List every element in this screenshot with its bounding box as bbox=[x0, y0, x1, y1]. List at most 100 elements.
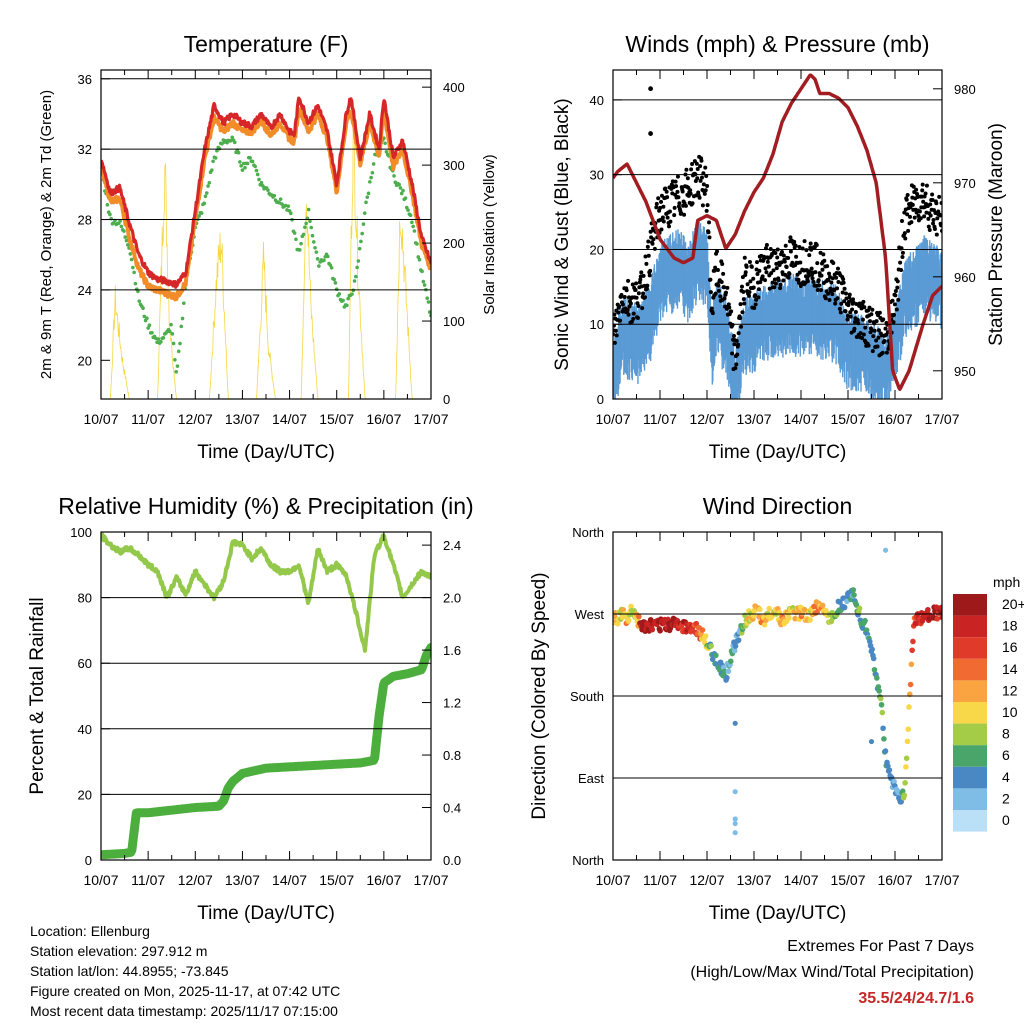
wind-gust-point bbox=[914, 187, 919, 192]
wind-gust-point bbox=[935, 216, 940, 221]
x-tick-label: 16/07 bbox=[366, 411, 401, 427]
wind-gust-point bbox=[852, 326, 857, 331]
dewpoint-point bbox=[206, 184, 210, 188]
y-axis-label: Direction (Colored By Speed) bbox=[529, 572, 550, 819]
wind-gust-point bbox=[631, 311, 636, 316]
dewpoint-point bbox=[215, 148, 219, 153]
wind-gust-point bbox=[922, 194, 927, 199]
wind-gust-point bbox=[898, 260, 903, 265]
wind-gust-point bbox=[938, 213, 942, 218]
wind-gust-point bbox=[734, 338, 739, 343]
x-tick-label: 10/07 bbox=[595, 411, 630, 427]
wind-gust-point bbox=[755, 260, 760, 265]
y2-tick-label: 100 bbox=[443, 314, 465, 329]
dewpoint-point bbox=[355, 265, 359, 270]
wind-gust-point bbox=[619, 292, 624, 297]
wind-gust-point bbox=[689, 167, 694, 172]
wind-gust-point bbox=[830, 276, 835, 281]
dewpoint-point bbox=[329, 266, 334, 270]
wind-gust-point bbox=[863, 325, 868, 330]
plot-area bbox=[613, 73, 942, 399]
dewpoint-point bbox=[175, 364, 180, 368]
dewpoint-point bbox=[132, 270, 136, 275]
wind-gust-point bbox=[841, 280, 846, 285]
dewpoint-point bbox=[346, 296, 350, 301]
direction-point bbox=[877, 695, 884, 702]
y-tick-label: West bbox=[575, 607, 605, 622]
dewpoint-point bbox=[239, 164, 243, 168]
dewpoint-point bbox=[161, 336, 166, 340]
extremes-box: Extremes For Past 7 Days (High/Low/Max W… bbox=[690, 934, 974, 1012]
wind-gust-point bbox=[900, 255, 905, 260]
wind-gust-point bbox=[631, 316, 636, 321]
wind-gust-point bbox=[639, 270, 644, 275]
wind-gust-point bbox=[722, 285, 727, 290]
wind-gust-point bbox=[806, 273, 811, 278]
wind-gust-point bbox=[788, 235, 793, 240]
wind-gust-point bbox=[695, 167, 700, 172]
x-tick-label: 14/07 bbox=[272, 411, 307, 427]
wind-gust-point bbox=[745, 282, 750, 287]
wind-gust-point bbox=[847, 292, 852, 297]
wind-gust-point bbox=[877, 310, 882, 315]
wind-gust-point bbox=[835, 266, 840, 271]
x-tick-label: 12/07 bbox=[689, 872, 724, 888]
dewpoint-point bbox=[364, 200, 368, 205]
dewpoint-point bbox=[299, 241, 303, 246]
dewpoint-point bbox=[370, 170, 375, 175]
wind-gust-point bbox=[842, 299, 847, 304]
wind-gust-point bbox=[866, 343, 871, 348]
dewpoint-point bbox=[416, 255, 421, 259]
wind-gust-point bbox=[876, 335, 881, 340]
legend-label: 14 bbox=[1002, 661, 1018, 677]
wind-gust-point bbox=[617, 304, 622, 309]
direction-point bbox=[908, 661, 915, 668]
wind-gust-point bbox=[727, 305, 732, 310]
direction-point bbox=[708, 643, 714, 649]
dewpoint-point bbox=[332, 277, 336, 282]
dewpoint-point bbox=[174, 369, 178, 374]
plot-area bbox=[101, 96, 431, 399]
wind-gust-point bbox=[807, 253, 812, 258]
wind-gust-point bbox=[918, 216, 923, 221]
wind-gust-point bbox=[624, 288, 629, 293]
wind-gust-point bbox=[646, 239, 651, 244]
direction-point bbox=[903, 755, 910, 762]
dewpoint-point bbox=[261, 184, 265, 188]
wind-gust-point bbox=[809, 266, 814, 271]
wind-gust-point bbox=[712, 268, 717, 273]
dewpoint-point bbox=[325, 254, 330, 259]
wind-gust-point bbox=[773, 251, 778, 256]
wind-gust-point bbox=[648, 268, 653, 273]
x-tick-label: 12/07 bbox=[178, 411, 213, 427]
y-tick-label: 10 bbox=[590, 317, 604, 332]
wind-gust-point bbox=[733, 366, 738, 371]
wind-gust-point bbox=[697, 195, 702, 200]
dewpoint-point bbox=[399, 191, 404, 196]
wind-gust-point bbox=[705, 203, 710, 208]
x-tick-label: 14/07 bbox=[783, 872, 818, 888]
legend-swatch bbox=[953, 594, 987, 616]
wind-gust-point bbox=[917, 209, 922, 214]
wind-gust-point bbox=[874, 319, 879, 324]
x-tick-label: 12/07 bbox=[178, 872, 213, 888]
legend-swatch bbox=[953, 810, 987, 832]
dewpoint-point bbox=[304, 221, 308, 226]
dewpoint-point bbox=[294, 237, 298, 242]
dewpoint-point bbox=[313, 245, 317, 250]
y-tick-label: 32 bbox=[78, 142, 92, 157]
legend-label: 0 bbox=[1002, 812, 1010, 828]
wind-gust-point bbox=[769, 271, 774, 276]
wind-gust-point bbox=[827, 297, 832, 302]
wind-gust-point bbox=[842, 286, 847, 291]
wind-gust-point bbox=[907, 214, 912, 219]
dewpoint-point bbox=[253, 164, 257, 169]
station-info: Location: Ellenburg Station elevation: 2… bbox=[30, 921, 340, 1021]
wind-gust-point bbox=[694, 161, 699, 166]
wind-gust-point bbox=[743, 270, 748, 275]
direction-point bbox=[732, 820, 738, 827]
wind-gust-point bbox=[660, 215, 665, 220]
wind-gust-point bbox=[869, 312, 874, 317]
wind-gust-point bbox=[626, 312, 631, 317]
y2-tick-label: 400 bbox=[443, 80, 465, 95]
